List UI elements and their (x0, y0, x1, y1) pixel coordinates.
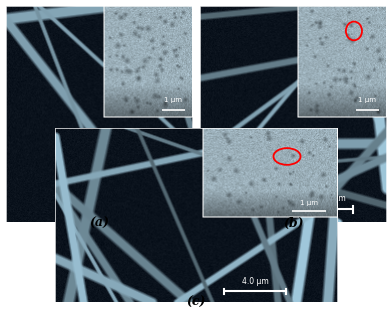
Text: 1 μm: 1 μm (165, 97, 182, 104)
Text: 4.0 μm: 4.0 μm (125, 194, 151, 203)
Text: (a): (a) (89, 216, 109, 230)
Text: 1 μm: 1 μm (359, 97, 376, 104)
Text: 1 μm: 1 μm (300, 200, 318, 206)
Text: (c): (c) (186, 295, 206, 309)
Text: 4.0 μm: 4.0 μm (242, 277, 269, 286)
Text: (b): (b) (283, 216, 303, 230)
Text: 4.0 μm: 4.0 μm (319, 194, 345, 203)
